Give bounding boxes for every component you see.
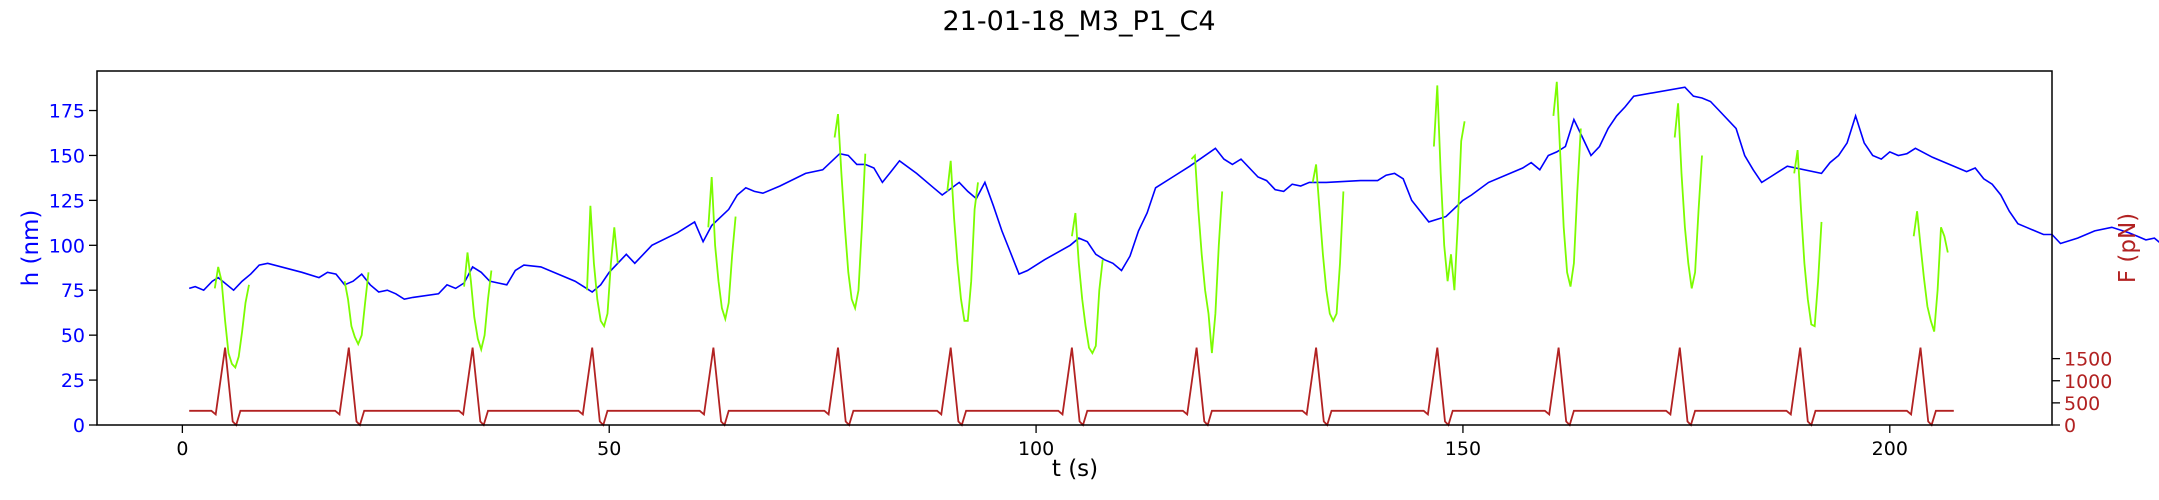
x-tick-label: 50 — [597, 438, 621, 460]
series-contact-segment-11 — [1433, 85, 1466, 291]
series-contact-segment-9 — [1190, 153, 1224, 354]
series-contact-segment-10 — [1311, 164, 1345, 323]
x-tick-label: 150 — [1445, 438, 1481, 460]
series-contact-segment-3 — [463, 252, 493, 353]
x-tick-label: 0 — [176, 438, 188, 460]
y-left-tick-label: 25 — [61, 370, 85, 392]
series-contact-segment-15 — [1912, 211, 1949, 332]
y-right-tick-label: 0 — [2064, 415, 2076, 437]
plot-area — [188, 81, 2159, 427]
series-contact-segment-13 — [1673, 103, 1703, 289]
y-left-tick-label: 75 — [61, 280, 85, 302]
series-contact-segment-7 — [946, 160, 979, 322]
y-left-tick-label: 125 — [49, 190, 85, 212]
y-right-tick-label: 500 — [2064, 393, 2100, 415]
series-contact-segment-12 — [1552, 81, 1582, 287]
y-left-tick-label: 150 — [49, 145, 85, 167]
x-tick-label: 200 — [1872, 438, 1908, 460]
series-contact-segment-8 — [1071, 212, 1104, 355]
series-force-line — [189, 347, 1954, 427]
y-left-tick-label: 0 — [73, 415, 85, 437]
series-contact-segment-6 — [833, 113, 867, 312]
y-axis-right-label: F (pN) — [2115, 213, 2141, 283]
y-left-tick-label: 100 — [49, 235, 85, 257]
y-left-tick-label: 50 — [61, 325, 85, 347]
chart-title: 21-01-18_M3_P1_C4 — [942, 6, 1215, 37]
series-contact-segment-14 — [1793, 149, 1823, 328]
x-tick-label: 100 — [1018, 438, 1054, 460]
y-right-tick-label: 1500 — [2064, 349, 2112, 371]
y-axis-left: 0 25 50 75 100 125 150 175 — [49, 101, 97, 437]
y-right-tick-label: 1000 — [2064, 371, 2112, 393]
x-axis: 0 50 100 150 200 — [176, 425, 1908, 460]
series-contact-segment-2 — [343, 272, 370, 347]
y-axis-left-label: h (nm) — [18, 210, 44, 287]
y-left-tick-label: 175 — [49, 101, 85, 123]
series-contact-segment-5 — [707, 176, 737, 323]
series-contact-segment-1 — [213, 266, 250, 370]
series-contact-segment-4 — [586, 205, 619, 329]
x-axis-label: t (s) — [1052, 456, 1098, 482]
plot-frame — [96, 70, 2053, 426]
series-height-line — [188, 86, 2159, 301]
